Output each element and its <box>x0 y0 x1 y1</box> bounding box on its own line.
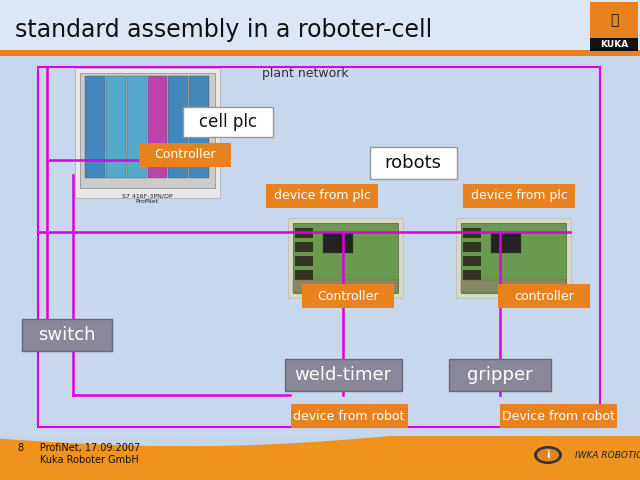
Text: gripper: gripper <box>467 366 533 384</box>
Text: i: i <box>547 450 550 460</box>
Text: plant network: plant network <box>262 67 348 80</box>
Bar <box>461 223 566 293</box>
Bar <box>590 2 638 52</box>
FancyBboxPatch shape <box>449 359 551 391</box>
Text: controller: controller <box>514 289 574 302</box>
Bar <box>293 280 398 292</box>
Bar <box>295 270 313 280</box>
Bar <box>127 76 147 178</box>
FancyBboxPatch shape <box>498 284 590 308</box>
Text: Kuka Roboter GmbH: Kuka Roboter GmbH <box>18 455 139 465</box>
Bar <box>295 242 313 252</box>
Bar <box>463 270 481 280</box>
Bar <box>168 76 188 178</box>
Bar <box>38 67 600 427</box>
Polygon shape <box>0 415 640 480</box>
Bar <box>295 228 313 238</box>
Bar <box>147 76 167 178</box>
Bar <box>293 223 398 293</box>
Bar <box>323 233 353 253</box>
Bar <box>461 280 566 292</box>
Bar <box>85 76 105 178</box>
Text: standard assembly in a roboter-cell: standard assembly in a roboter-cell <box>15 18 432 42</box>
Text: Controller: Controller <box>317 289 379 302</box>
FancyBboxPatch shape <box>22 319 112 351</box>
Bar <box>0 50 640 56</box>
Ellipse shape <box>537 448 559 461</box>
Bar <box>0 56 640 436</box>
Text: weld-timer: weld-timer <box>294 366 392 384</box>
Text: cell plc: cell plc <box>199 113 257 131</box>
Text: robots: robots <box>385 154 442 172</box>
Text: Device from robot: Device from robot <box>502 409 614 422</box>
FancyBboxPatch shape <box>369 147 456 179</box>
Text: S7 416F-3PN/DP
ProfNet: S7 416F-3PN/DP ProfNet <box>122 193 172 204</box>
Text: device from robot: device from robot <box>293 409 404 422</box>
Bar <box>0 0 640 55</box>
Bar <box>288 218 403 298</box>
Bar <box>463 242 481 252</box>
FancyBboxPatch shape <box>499 404 616 428</box>
Text: 8     ProfiNet, 17.09.2007: 8 ProfiNet, 17.09.2007 <box>18 443 140 453</box>
Bar <box>189 76 209 178</box>
Bar <box>463 228 481 238</box>
Text: device from plc: device from plc <box>470 190 568 203</box>
Text: Controller: Controller <box>154 148 216 161</box>
Text: device from plc: device from plc <box>273 190 371 203</box>
Ellipse shape <box>534 446 562 464</box>
Text: switch: switch <box>38 326 96 344</box>
Bar <box>463 256 481 266</box>
Text: 🤖: 🤖 <box>610 13 618 27</box>
Bar <box>75 68 220 198</box>
Bar <box>295 256 313 266</box>
FancyBboxPatch shape <box>291 404 408 428</box>
FancyBboxPatch shape <box>285 359 401 391</box>
FancyBboxPatch shape <box>266 184 378 208</box>
Bar <box>106 76 125 178</box>
Bar <box>80 73 215 188</box>
FancyBboxPatch shape <box>183 107 273 137</box>
FancyBboxPatch shape <box>139 143 231 167</box>
Text: IWKA ROBOTICS: IWKA ROBOTICS <box>575 451 640 459</box>
Bar <box>456 218 571 298</box>
Text: KUKA: KUKA <box>600 40 628 49</box>
FancyBboxPatch shape <box>463 184 575 208</box>
Bar <box>491 233 521 253</box>
FancyBboxPatch shape <box>302 284 394 308</box>
Bar <box>590 38 638 51</box>
